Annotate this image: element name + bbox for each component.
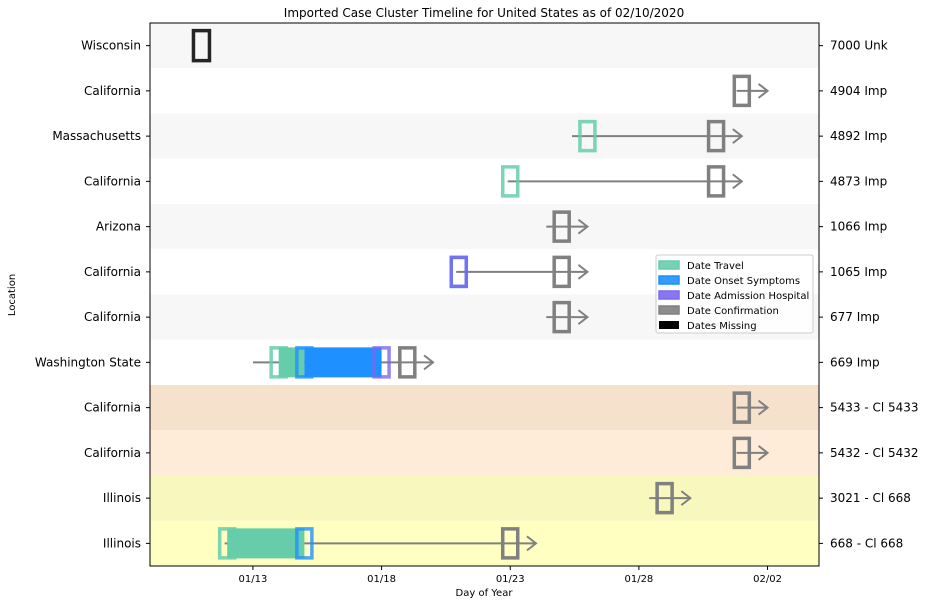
legend-swatch-travel bbox=[658, 260, 680, 270]
marker-onset bbox=[295, 527, 314, 560]
case-label: 5433 - Cl 5433 bbox=[830, 401, 919, 415]
marker-travel bbox=[269, 346, 288, 379]
y-tick-label: Washington State bbox=[35, 355, 141, 369]
x-axis-label: Day of Year bbox=[456, 588, 514, 599]
arrow-head bbox=[577, 264, 590, 280]
marker-confirmation bbox=[732, 436, 752, 470]
marker-confirmation bbox=[706, 119, 726, 153]
x-tick-label: 01/13 bbox=[239, 574, 268, 585]
marker-admission bbox=[372, 346, 391, 379]
y-tick-label: California bbox=[84, 310, 141, 324]
y-tick-label: Illinois bbox=[103, 536, 141, 550]
marker-confirmation bbox=[552, 300, 571, 334]
case-label: 668 - Cl 668 bbox=[830, 536, 903, 550]
y-axis-label: Location bbox=[7, 274, 18, 316]
marker-confirmation bbox=[732, 391, 752, 424]
legend: Date Travel Date Onset Symptoms Date Admis… bbox=[655, 254, 814, 334]
arrow-head bbox=[423, 354, 435, 371]
plot-frame bbox=[149, 22, 820, 567]
marker-confirmation bbox=[500, 527, 520, 560]
marker-confirmation bbox=[655, 481, 674, 515]
y-tick-label: California bbox=[84, 446, 141, 460]
legend-swatch-onset bbox=[658, 275, 680, 285]
legend-label: Date Travel bbox=[687, 261, 744, 272]
arrow-head bbox=[577, 309, 590, 325]
legend-box bbox=[655, 254, 814, 334]
period-fill-travel bbox=[278, 347, 305, 378]
y-axis: Wisconsin California Massachusetts Californ… bbox=[35, 39, 150, 550]
y-tick-label: Illinois bbox=[103, 491, 141, 505]
case-label: 677 Imp bbox=[830, 310, 880, 324]
case-label: 1065 Imp bbox=[830, 265, 887, 279]
marker-confirmation bbox=[552, 255, 571, 289]
x-axis: 01/13 01/18 01/23 01/28 02/02 bbox=[239, 566, 782, 585]
arrow-head bbox=[526, 535, 538, 552]
arrow-head bbox=[680, 490, 692, 506]
legend-swatch-admission bbox=[658, 290, 680, 300]
row-band bbox=[150, 475, 819, 521]
marker-travel bbox=[578, 119, 597, 153]
y-tick-label: Arizona bbox=[96, 220, 141, 234]
legend-label: Dates Missing bbox=[687, 321, 757, 332]
row-band bbox=[150, 204, 819, 250]
marker-travel bbox=[500, 165, 520, 198]
legend-label: Date Onset Symptoms bbox=[687, 276, 800, 287]
x-tick-label: 01/28 bbox=[624, 574, 653, 585]
marker-confirmation bbox=[706, 165, 726, 198]
marker-onset bbox=[295, 346, 314, 379]
y-tick-label: California bbox=[84, 401, 141, 415]
period-fill-onset bbox=[304, 347, 382, 378]
row-band bbox=[150, 430, 819, 476]
legend-label: Date Admission Hospital bbox=[687, 291, 809, 302]
case-label: 669 Imp bbox=[830, 355, 880, 369]
y-tick-label: California bbox=[84, 174, 141, 188]
y-tick-label: California bbox=[84, 265, 141, 279]
timeline-markers bbox=[191, 28, 752, 560]
marker-admission bbox=[449, 255, 469, 289]
period-fill-travel bbox=[227, 528, 305, 559]
row-band bbox=[150, 385, 819, 431]
arrow-head bbox=[732, 173, 744, 190]
case-label: 4873 Imp bbox=[830, 174, 887, 188]
legend-swatch-confirmation bbox=[658, 305, 680, 315]
x-tick-label: 01/23 bbox=[496, 574, 525, 585]
case-label: 3021 - Cl 668 bbox=[830, 491, 911, 505]
legend-swatch-missing bbox=[659, 321, 679, 329]
marker-travel bbox=[217, 527, 237, 560]
case-label: 4892 Imp bbox=[830, 129, 887, 143]
x-tick-label: 01/18 bbox=[367, 574, 396, 585]
case-label: 4904 Imp bbox=[830, 84, 887, 98]
y-tick-label: California bbox=[84, 84, 141, 98]
arrow-head bbox=[577, 218, 590, 235]
chart-title: Imported Case Cluster Timeline for Unite… bbox=[284, 6, 684, 20]
row-band bbox=[150, 68, 819, 114]
y-tick-label: Massachusetts bbox=[52, 129, 141, 143]
legend-label: Date Confirmation bbox=[687, 306, 779, 317]
case-label: 1066 Imp bbox=[830, 220, 887, 234]
case-label: 5432 - Cl 5432 bbox=[830, 446, 919, 460]
marker-confirmation bbox=[552, 210, 571, 243]
case-labels: 7000 Unk 4904 Imp 4892 Imp 4873 Imp 1066 Imp… bbox=[819, 39, 919, 550]
marker-confirmation bbox=[732, 74, 752, 108]
arrow-head bbox=[732, 128, 744, 144]
case-label: 7000 Unk bbox=[830, 39, 888, 53]
marker-confirmation bbox=[398, 346, 417, 379]
y-tick-label: Wisconsin bbox=[81, 39, 141, 53]
arrow-head bbox=[757, 445, 770, 461]
arrow-head bbox=[757, 399, 770, 416]
arrow-head bbox=[757, 83, 770, 99]
row-band bbox=[150, 339, 819, 385]
row-band bbox=[150, 23, 819, 69]
x-tick-label: 02/02 bbox=[753, 574, 782, 585]
marker-missing bbox=[191, 28, 212, 63]
